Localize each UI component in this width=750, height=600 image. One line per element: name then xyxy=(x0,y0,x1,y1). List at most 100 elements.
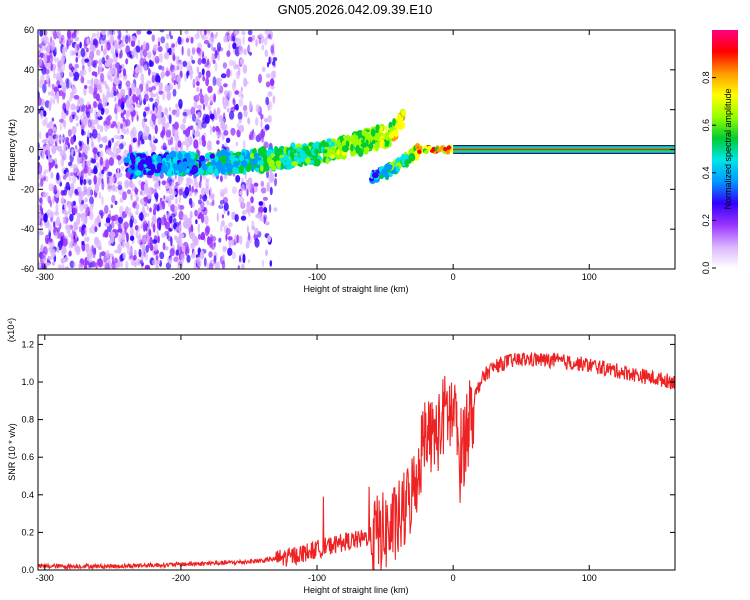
noise-speckle xyxy=(238,124,245,133)
echo-branch-upper xyxy=(395,122,401,130)
noise-speckle xyxy=(99,144,103,148)
noise-speckle xyxy=(96,123,100,130)
noise-speckle xyxy=(269,78,275,87)
noise-speckle xyxy=(102,48,107,56)
noise-speckle xyxy=(182,117,187,124)
noise-speckle xyxy=(89,196,94,205)
noise-speckle xyxy=(117,181,123,186)
noise-speckle xyxy=(212,125,216,133)
noise-speckle xyxy=(54,164,58,169)
noise-speckle xyxy=(98,245,102,251)
noise-speckle xyxy=(260,113,263,120)
noise-speckle xyxy=(178,61,184,71)
noise-speckle xyxy=(119,44,122,50)
noise-speckle xyxy=(117,98,122,107)
noise-speckle xyxy=(158,65,163,70)
noise-speckle xyxy=(227,210,230,216)
noise-speckle xyxy=(132,255,136,261)
noise-speckle xyxy=(221,214,225,219)
noise-speckle xyxy=(236,123,240,129)
noise-speckle xyxy=(173,256,179,262)
noise-speckle xyxy=(250,205,255,214)
echo-branch-lower xyxy=(399,156,405,161)
noise-speckle xyxy=(204,215,209,226)
noise-speckle xyxy=(199,88,203,94)
noise-speckle xyxy=(235,141,238,147)
noise-speckle xyxy=(78,186,82,194)
noise-speckle xyxy=(79,104,84,112)
noise-speckle xyxy=(267,91,273,97)
noise-speckle xyxy=(219,175,223,183)
noise-speckle xyxy=(253,186,258,193)
noise-speckle xyxy=(198,92,203,97)
noise-speckle xyxy=(177,82,181,90)
noise-speckle xyxy=(59,89,63,97)
echo-branch-upper xyxy=(342,145,349,153)
noise-speckle xyxy=(155,254,159,261)
noise-speckle xyxy=(48,120,54,130)
noise-speckle xyxy=(49,238,53,243)
noise-speckle xyxy=(104,108,110,115)
noise-speckle xyxy=(101,181,105,191)
noise-speckle xyxy=(175,249,180,256)
noise-speckle xyxy=(39,30,44,37)
noise-speckle xyxy=(143,40,147,49)
noise-speckle xyxy=(260,180,264,187)
noise-speckle xyxy=(53,86,59,93)
y-tick-label: 0.6 xyxy=(21,452,34,462)
echo-blob xyxy=(443,147,448,152)
noise-speckle xyxy=(237,71,241,76)
noise-speckle xyxy=(38,230,43,235)
snr-background xyxy=(38,335,675,570)
noise-speckle xyxy=(125,30,129,34)
noise-speckle xyxy=(125,110,129,121)
noise-speckle xyxy=(175,103,179,109)
noise-speckle xyxy=(142,200,146,206)
noise-speckle xyxy=(113,76,119,86)
noise-speckle xyxy=(125,232,129,239)
noise-speckle xyxy=(88,87,94,95)
noise-speckle xyxy=(62,216,66,225)
noise-speckle xyxy=(212,76,217,87)
noise-speckle xyxy=(269,204,272,213)
noise-speckle xyxy=(139,50,143,58)
echo-branch-upper xyxy=(190,151,196,160)
noise-speckle xyxy=(129,207,132,217)
noise-speckle xyxy=(178,194,181,204)
noise-speckle xyxy=(154,106,157,116)
noise-speckle xyxy=(109,176,115,184)
noise-speckle xyxy=(149,207,152,213)
echo-branch-upper xyxy=(180,165,187,173)
noise-speckle xyxy=(108,140,112,149)
noise-speckle xyxy=(65,110,69,116)
noise-speckle xyxy=(134,72,138,79)
noise-speckle xyxy=(237,265,240,269)
echo-branch-upper xyxy=(253,147,257,154)
noise-speckle xyxy=(60,157,65,168)
noise-speckle xyxy=(239,190,243,196)
noise-speckle xyxy=(113,90,117,97)
noise-speckle xyxy=(52,98,56,105)
noise-speckle xyxy=(126,127,129,132)
noise-speckle xyxy=(158,53,163,63)
noise-speckle xyxy=(193,139,199,149)
noise-speckle xyxy=(80,114,83,123)
noise-speckle xyxy=(93,165,98,174)
noise-speckle xyxy=(249,100,252,111)
noise-speckle xyxy=(53,30,58,40)
noise-speckle xyxy=(154,55,160,64)
noise-speckle xyxy=(79,41,82,49)
noise-speckle xyxy=(201,121,207,129)
noise-speckle xyxy=(190,224,194,233)
noise-speckle xyxy=(199,95,205,104)
noise-speckle xyxy=(40,109,44,120)
noise-speckle xyxy=(190,36,194,44)
noise-speckle xyxy=(40,52,45,58)
noise-speckle xyxy=(133,261,137,268)
noise-speckle xyxy=(254,238,260,248)
noise-speckle xyxy=(117,71,119,79)
noise-speckle xyxy=(197,223,200,234)
echo-branch-upper xyxy=(125,171,131,178)
noise-speckle xyxy=(50,62,53,71)
echo-branch-upper xyxy=(283,155,289,161)
